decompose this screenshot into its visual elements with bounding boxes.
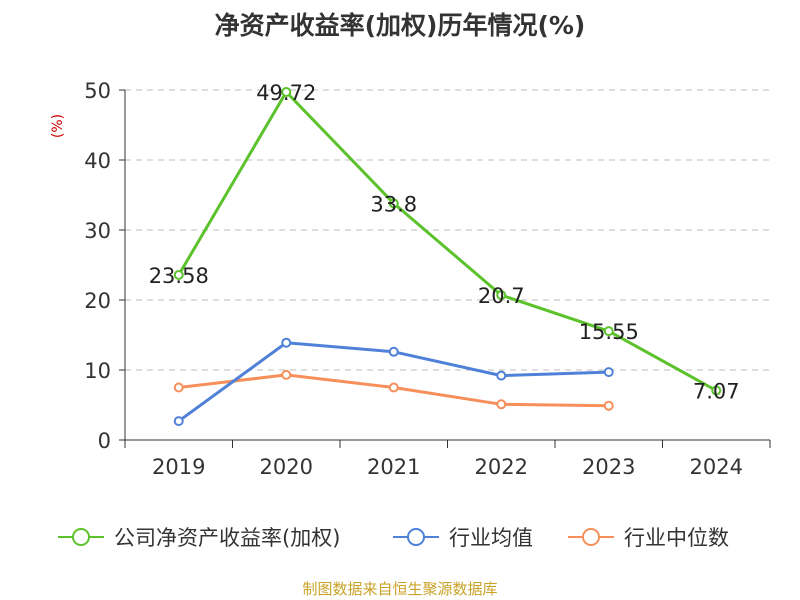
data-point (173, 382, 184, 393)
data-point (173, 416, 184, 427)
y-tick-label: 30 (84, 219, 111, 243)
data-point (496, 290, 507, 301)
legend-label: 行业中位数 (624, 526, 729, 550)
series-1 (173, 337, 614, 427)
data-point (281, 369, 292, 380)
x-tick-label: 2019 (152, 455, 205, 479)
data-label: 23.58 (149, 264, 209, 288)
y-tick-labels: 0 10 20 30 40 50 (84, 79, 111, 453)
legend-label: 行业均值 (449, 526, 533, 550)
y-tick-label: 50 (84, 79, 111, 103)
legend-item-2: 行业中位数 (568, 526, 729, 550)
x-tick-label: 2022 (475, 455, 528, 479)
data-point (281, 337, 292, 348)
series (173, 86, 722, 427)
x-tick-label: 2024 (690, 455, 743, 479)
y-tick-label: 10 (84, 359, 111, 383)
x-tick-label: 2023 (582, 455, 635, 479)
axes: (%) (50, 90, 770, 441)
data-point (603, 400, 614, 411)
data-point (496, 399, 507, 410)
series-0 (173, 86, 722, 396)
x-tick-label: 2021 (367, 455, 420, 479)
data-point (603, 367, 614, 378)
y-tick-label: 40 (84, 149, 111, 173)
data-labels: 23.58 49.72 33.8 20.7 15.55 7.07 (149, 81, 740, 404)
data-label: 33.8 (370, 192, 417, 216)
legend-label: 公司净资产收益率(加权) (114, 526, 340, 550)
data-point (496, 370, 507, 381)
data-point (173, 269, 184, 280)
legend-marker (72, 528, 90, 546)
y-tick-label: 0 (98, 429, 111, 453)
data-label: 49.72 (256, 81, 316, 105)
source-note: 制图数据来自恒生聚源数据库 (302, 580, 498, 598)
legend-item-1: 行业均值 (393, 526, 533, 550)
x-tick-label: 2020 (260, 455, 313, 479)
data-point (603, 326, 614, 337)
legend-item-0: 公司净资产收益率(加权) (58, 526, 340, 550)
data-label: 7.07 (693, 380, 740, 404)
series-line (177, 90, 717, 392)
data-label: 15.55 (579, 320, 639, 344)
grid-lines (119, 89, 771, 448)
legend-marker (407, 528, 425, 546)
data-point (388, 346, 399, 357)
legend: 公司净资产收益率(加权) 行业均值 行业中位数 (58, 526, 729, 550)
series-2 (173, 369, 614, 411)
y-tick-label: 20 (84, 289, 111, 313)
data-point (388, 198, 399, 209)
data-label: 20.7 (478, 284, 525, 308)
x-tick-labels: 2019 2020 2021 2022 2023 2024 (152, 455, 743, 479)
y-axis-label: (%) (50, 114, 66, 138)
legend-marker (582, 528, 600, 546)
data-point (711, 385, 722, 396)
data-point (388, 382, 399, 393)
chart-title: 净资产收益率(加权)历年情况(%) (214, 11, 586, 40)
data-point (281, 86, 292, 97)
